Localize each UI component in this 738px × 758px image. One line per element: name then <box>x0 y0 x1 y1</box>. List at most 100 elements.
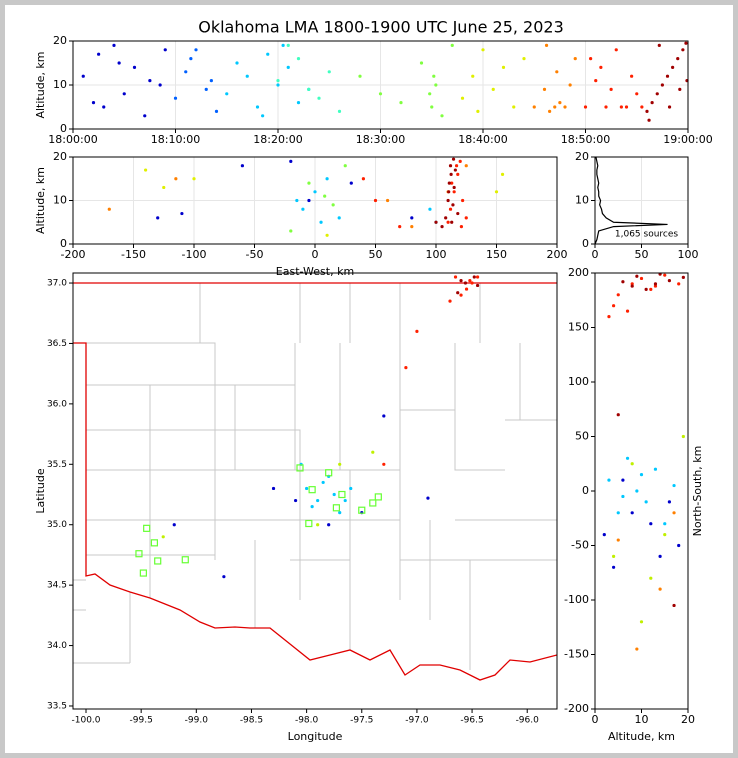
source-point <box>456 291 460 295</box>
x-tick-label: 100 <box>426 248 447 261</box>
station <box>308 486 316 494</box>
source-point <box>305 486 309 491</box>
y-tick-label: 10 <box>575 194 589 207</box>
source-point <box>684 41 688 45</box>
source-point <box>107 207 111 211</box>
source-point <box>461 198 465 203</box>
source-point <box>635 647 639 651</box>
source-point <box>558 101 562 105</box>
source-point <box>454 164 459 168</box>
y-axis-label: North-South, km <box>691 446 704 537</box>
source-point <box>132 65 137 69</box>
source-point <box>481 48 485 52</box>
source-point <box>317 96 321 100</box>
x-tick-label: 19:00:00 <box>663 133 712 146</box>
source-point <box>647 118 651 122</box>
source-point <box>450 43 454 48</box>
source-point <box>671 65 675 69</box>
source-point <box>192 177 196 181</box>
source-point <box>616 413 620 417</box>
source-point <box>307 87 311 91</box>
station <box>150 539 159 547</box>
source-point <box>677 282 681 286</box>
source-point <box>415 329 419 333</box>
source-point <box>276 83 280 87</box>
source-point <box>624 105 629 109</box>
figure-title: Oklahoma LMA 1800-1900 UTC June 25, 2023 <box>198 18 564 37</box>
source-point <box>625 309 630 313</box>
source-point <box>635 92 639 96</box>
source-point <box>660 83 664 87</box>
source-point <box>645 109 649 113</box>
source-point <box>97 52 101 56</box>
station <box>154 557 162 565</box>
x-tick-label: 150 <box>486 248 507 261</box>
x-tick-label: 18:30:00 <box>356 133 405 146</box>
source-point <box>286 65 290 69</box>
x-tick-label: -96.0 <box>516 716 540 726</box>
source-point <box>672 603 676 608</box>
source-point <box>630 74 634 78</box>
source-point <box>472 275 476 279</box>
x-tick-label: 50 <box>635 248 649 261</box>
y-tick-label: 0 <box>582 237 589 250</box>
source-point <box>144 168 148 172</box>
source-point <box>245 74 249 78</box>
source-point <box>672 483 676 488</box>
source-point <box>289 159 293 163</box>
x-tick-label: 18:40:00 <box>458 133 507 146</box>
source-point <box>568 83 572 87</box>
map-outlines <box>73 282 557 681</box>
source-point <box>430 105 434 109</box>
x-tick-label: 200 <box>547 248 568 261</box>
source-point <box>450 220 454 224</box>
source-point <box>609 87 613 91</box>
source-point <box>639 620 644 624</box>
source-point <box>463 281 468 285</box>
source-point <box>327 70 331 74</box>
y-tick-label: 0 <box>60 237 67 250</box>
source-point <box>653 282 658 286</box>
x-tick-label: 18:20:00 <box>253 133 302 146</box>
x-tick-label: 50 <box>369 248 383 261</box>
source-point <box>452 190 456 194</box>
y-tick-label: 36.5 <box>47 339 67 349</box>
source-point <box>644 500 648 504</box>
station <box>325 469 333 477</box>
station <box>139 569 147 577</box>
source-point <box>321 480 325 485</box>
source-point <box>444 216 448 220</box>
source-point <box>301 207 305 211</box>
source-point <box>440 114 444 118</box>
source-point <box>158 83 162 87</box>
source-point <box>122 92 126 96</box>
source-point <box>649 576 653 580</box>
source-point <box>449 172 453 176</box>
source-point <box>459 225 464 229</box>
y-tick-label: 20 <box>53 150 67 163</box>
source-point <box>143 114 147 118</box>
source-point <box>607 315 611 319</box>
source-point <box>453 275 458 279</box>
station <box>181 556 189 564</box>
station <box>369 499 377 507</box>
source-point <box>148 79 152 83</box>
x-tick-label: 10 <box>635 713 649 726</box>
source-point <box>470 281 474 285</box>
plot-frame <box>594 272 689 710</box>
source-point <box>361 177 365 181</box>
source-point <box>639 473 644 477</box>
source-point <box>676 57 680 61</box>
source-point <box>399 101 403 105</box>
source-point <box>616 293 620 297</box>
source-point <box>432 74 436 78</box>
source-point <box>295 198 299 203</box>
source-point <box>410 225 414 229</box>
source-point <box>468 279 472 283</box>
source-point <box>448 164 453 168</box>
x-tick-label: -96.5 <box>460 716 483 726</box>
source-point <box>621 280 625 284</box>
source-point <box>162 185 166 190</box>
source-point <box>589 57 593 61</box>
source-point <box>599 65 603 69</box>
